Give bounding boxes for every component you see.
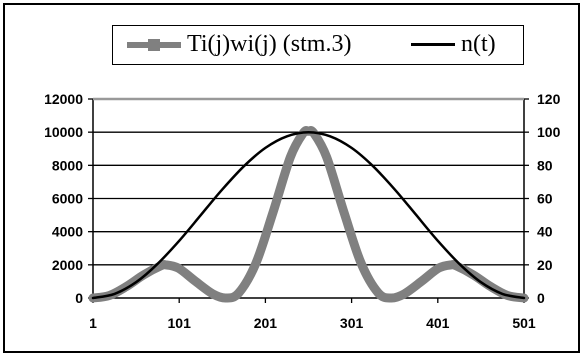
y-left-tick-12000: 12000 [44, 91, 83, 107]
y-right-tick-labels: 0 20 40 60 80 100 120 [537, 91, 561, 306]
y-right-tick-60: 60 [537, 191, 553, 207]
y-left-tick-labels: 0 2000 4000 6000 8000 10000 12000 [44, 91, 83, 306]
x-tick-501: 501 [512, 315, 536, 331]
y-left-tick-4000: 4000 [52, 224, 83, 240]
y-right-tick-40: 40 [537, 224, 553, 240]
legend-label-series-2: n(t) [461, 31, 496, 57]
x-tick-301: 301 [340, 315, 364, 331]
x-tick-401: 401 [426, 315, 450, 331]
x-tick-1: 1 [89, 315, 97, 331]
y-right-tick-100: 100 [537, 124, 561, 140]
y-right-tick-120: 120 [537, 91, 561, 107]
y-right-tick-80: 80 [537, 157, 553, 173]
y-left-tick-6000: 6000 [52, 191, 83, 207]
legend-swatch-series-1 [127, 38, 181, 51]
x-tick-labels: 1 101 201 301 401 501 [89, 315, 536, 331]
y-left-tick-2000: 2000 [52, 257, 83, 273]
y-left-tick-10000: 10000 [44, 124, 83, 140]
y-right-tick-0: 0 [537, 290, 545, 306]
series-lines [88, 126, 529, 303]
series-line-2 [91, 130, 526, 300]
series-line-1 [88, 126, 529, 303]
x-tick-201: 201 [254, 315, 278, 331]
gridlines [93, 98, 524, 266]
legend-label-series-1: Ti(j)wi(j) (stm.3) [187, 31, 352, 57]
legend-entry-series-2: n(t) [411, 26, 496, 63]
legend-entry-series-1: Ti(j)wi(j) (stm.3) [127, 26, 351, 63]
y-left-tick-8000: 8000 [52, 157, 83, 173]
y-right-tick-20: 20 [537, 257, 553, 273]
legend-swatch-series-2 [411, 43, 455, 46]
y-left-tick-0: 0 [75, 290, 83, 306]
axes [88, 97, 529, 303]
x-tick-101: 101 [168, 315, 192, 331]
legend: Ti(j)wi(j) (stm.3) n(t) [112, 25, 524, 65]
